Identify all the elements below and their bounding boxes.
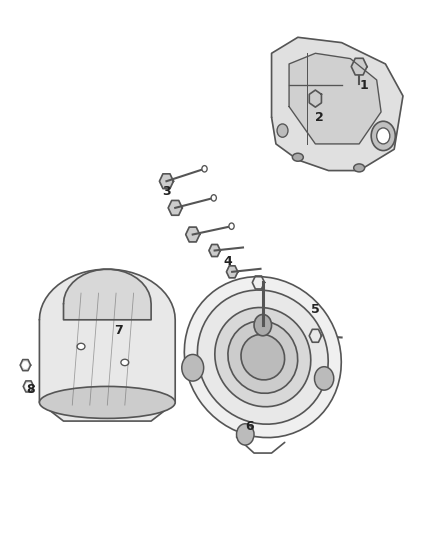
Polygon shape — [168, 200, 182, 215]
Ellipse shape — [241, 334, 285, 380]
Polygon shape — [226, 266, 238, 278]
Polygon shape — [309, 329, 321, 342]
Ellipse shape — [182, 354, 204, 381]
Circle shape — [202, 166, 207, 172]
Text: 5: 5 — [311, 303, 320, 316]
Polygon shape — [309, 90, 321, 107]
Ellipse shape — [277, 124, 288, 137]
Polygon shape — [39, 269, 175, 421]
Text: 2: 2 — [315, 111, 324, 124]
Polygon shape — [159, 174, 173, 189]
Text: 1: 1 — [359, 79, 368, 92]
Ellipse shape — [353, 164, 364, 172]
Ellipse shape — [377, 128, 390, 144]
Polygon shape — [252, 276, 265, 289]
Polygon shape — [20, 360, 31, 370]
Polygon shape — [209, 245, 220, 256]
Circle shape — [26, 383, 31, 390]
Ellipse shape — [215, 308, 311, 407]
Ellipse shape — [184, 277, 341, 438]
Polygon shape — [289, 53, 381, 144]
Ellipse shape — [254, 314, 272, 336]
Ellipse shape — [314, 367, 334, 390]
Circle shape — [211, 195, 216, 201]
Text: 4: 4 — [223, 255, 232, 268]
Circle shape — [229, 223, 234, 229]
Polygon shape — [186, 227, 200, 242]
Ellipse shape — [293, 154, 304, 161]
Circle shape — [23, 362, 28, 368]
Text: 8: 8 — [26, 383, 35, 395]
Polygon shape — [351, 58, 367, 75]
Text: 6: 6 — [245, 420, 254, 433]
Polygon shape — [64, 269, 151, 320]
Polygon shape — [272, 37, 403, 171]
Ellipse shape — [371, 122, 396, 151]
Ellipse shape — [121, 359, 129, 366]
Ellipse shape — [77, 343, 85, 350]
Ellipse shape — [198, 290, 328, 424]
Ellipse shape — [39, 386, 175, 418]
Ellipse shape — [237, 424, 254, 445]
Text: 3: 3 — [162, 185, 171, 198]
Text: 7: 7 — [114, 324, 123, 337]
Polygon shape — [23, 381, 34, 392]
Ellipse shape — [228, 321, 298, 393]
